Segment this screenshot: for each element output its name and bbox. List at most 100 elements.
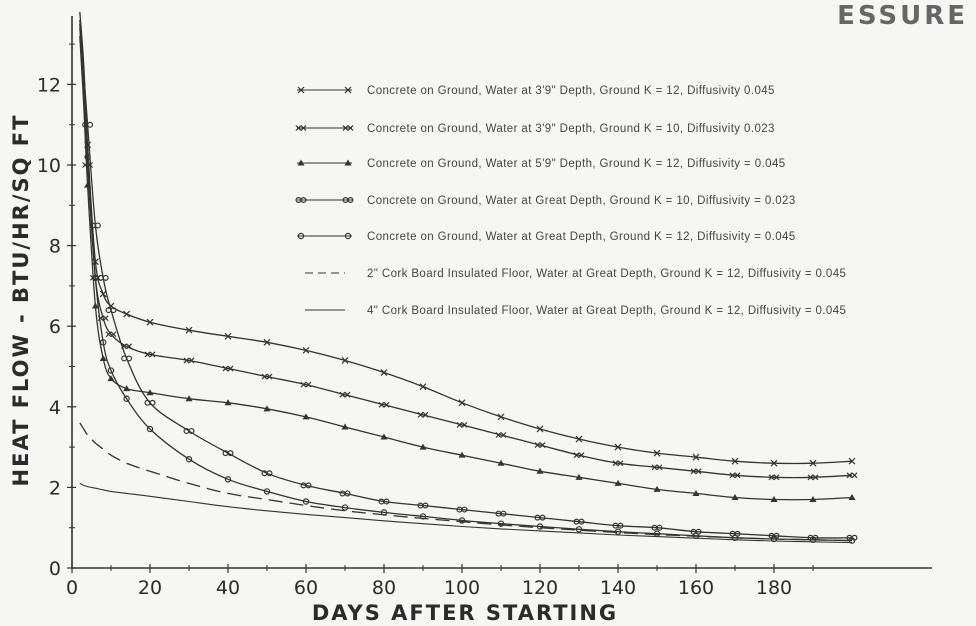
data-point bbox=[456, 506, 468, 513]
data-point bbox=[807, 474, 819, 481]
data-point bbox=[575, 473, 583, 480]
data-point bbox=[341, 423, 349, 430]
data-point bbox=[144, 399, 156, 406]
data-point bbox=[300, 482, 312, 489]
data-point bbox=[107, 367, 115, 374]
data-point bbox=[731, 493, 739, 500]
x-tick-label: 40 bbox=[216, 577, 240, 599]
data-point bbox=[495, 432, 507, 438]
data-point bbox=[497, 413, 505, 421]
data-point bbox=[185, 326, 193, 334]
data-point bbox=[183, 357, 195, 364]
data-point bbox=[378, 498, 390, 505]
legend-label: 2" Cork Board Insulated Floor, Water at … bbox=[367, 268, 846, 280]
series-layer bbox=[79, 11, 858, 544]
y-tick-label: 6 bbox=[49, 316, 61, 338]
data-point bbox=[99, 339, 107, 346]
series-3 bbox=[79, 35, 856, 502]
x-tick-label: 0 bbox=[66, 577, 78, 599]
data-point bbox=[458, 399, 466, 407]
data-point bbox=[107, 375, 115, 382]
data-point bbox=[99, 290, 107, 298]
series-line bbox=[79, 11, 853, 465]
data-point bbox=[302, 346, 310, 354]
data-point bbox=[121, 343, 133, 350]
data-point bbox=[224, 399, 232, 406]
data-point bbox=[458, 451, 466, 458]
data-point bbox=[573, 518, 585, 525]
data-point bbox=[497, 520, 505, 527]
legend-label: Concrete on Ground, Water at 3'9" Depth,… bbox=[367, 123, 775, 135]
data-point bbox=[612, 460, 624, 467]
data-point bbox=[123, 395, 130, 402]
data-point bbox=[848, 493, 856, 500]
legend-label: Concrete on Ground, Water at 5'9" Depth,… bbox=[367, 158, 786, 170]
data-point bbox=[82, 162, 94, 168]
legend-item-5: Concrete on Ground, Water at Great Depth… bbox=[297, 231, 795, 243]
x-tick-label: 60 bbox=[294, 577, 318, 599]
data-point bbox=[534, 442, 546, 449]
data-point bbox=[575, 526, 583, 533]
data-point bbox=[146, 389, 154, 396]
data-point bbox=[417, 502, 429, 509]
legend-item-2: Concrete on Ground, Water at 3'9" Depth,… bbox=[295, 123, 775, 135]
data-point bbox=[417, 411, 429, 418]
legend-label: Concrete on Ground, Water at Great Depth… bbox=[367, 195, 796, 207]
data-point bbox=[89, 222, 101, 229]
legend-label: 4" Cork Board Insulated Floor, Water at … bbox=[367, 305, 846, 317]
legend-item-6: 2" Cork Board Insulated Floor, Water at … bbox=[305, 268, 846, 280]
data-point bbox=[263, 405, 271, 412]
x-tick-label: 120 bbox=[522, 577, 558, 599]
data-point bbox=[614, 443, 622, 451]
data-point bbox=[91, 302, 99, 309]
legend-swatch-marker bbox=[295, 197, 307, 204]
data-point bbox=[378, 401, 390, 408]
data-point bbox=[419, 383, 427, 391]
data-point bbox=[263, 488, 271, 495]
series-line bbox=[79, 422, 853, 542]
data-point bbox=[653, 485, 661, 492]
data-point bbox=[302, 498, 310, 505]
legend-item-7: 4" Cork Board Insulated Floor, Water at … bbox=[305, 305, 846, 317]
data-point bbox=[105, 331, 117, 338]
data-point bbox=[300, 381, 312, 388]
data-point bbox=[339, 490, 351, 497]
data-point bbox=[222, 365, 234, 372]
data-point bbox=[185, 395, 193, 402]
x-axis-title: DAYS AFTER STARTING bbox=[312, 601, 618, 625]
data-point bbox=[731, 457, 739, 465]
series-line bbox=[79, 482, 853, 544]
legend-swatch-marker bbox=[344, 232, 352, 240]
data-point bbox=[497, 459, 505, 466]
data-point bbox=[146, 318, 154, 326]
data-point bbox=[848, 537, 856, 544]
x-tick-label: 140 bbox=[600, 577, 636, 599]
data-point bbox=[339, 391, 351, 398]
data-point bbox=[809, 495, 817, 502]
data-point bbox=[692, 453, 700, 461]
series-1 bbox=[79, 11, 856, 467]
data-point bbox=[419, 443, 427, 450]
data-point bbox=[536, 523, 544, 530]
data-point bbox=[261, 470, 273, 477]
series-line bbox=[79, 27, 853, 542]
axes: 0 20 40 60 80 100 120 140 160 180 0 2 4 6 8 10 12 bbox=[37, 16, 932, 599]
data-point bbox=[263, 338, 271, 346]
data-point bbox=[651, 524, 663, 531]
data-point bbox=[573, 452, 585, 459]
data-point bbox=[99, 354, 107, 361]
data-point bbox=[185, 455, 193, 463]
data-point bbox=[534, 514, 546, 521]
legend-swatch-marker bbox=[342, 197, 354, 204]
legend-item-4: Concrete on Ground, Water at Great Depth… bbox=[295, 195, 796, 207]
x-tick-label: 160 bbox=[678, 577, 714, 599]
data-point bbox=[458, 517, 466, 524]
data-point bbox=[123, 385, 131, 392]
data-point bbox=[261, 373, 273, 380]
x-tick-label: 20 bbox=[138, 577, 162, 599]
data-point bbox=[848, 457, 856, 465]
data-point bbox=[653, 449, 661, 457]
y-tick-label: 4 bbox=[49, 397, 61, 419]
y-tick-label: 10 bbox=[37, 155, 61, 177]
data-point bbox=[183, 427, 195, 434]
